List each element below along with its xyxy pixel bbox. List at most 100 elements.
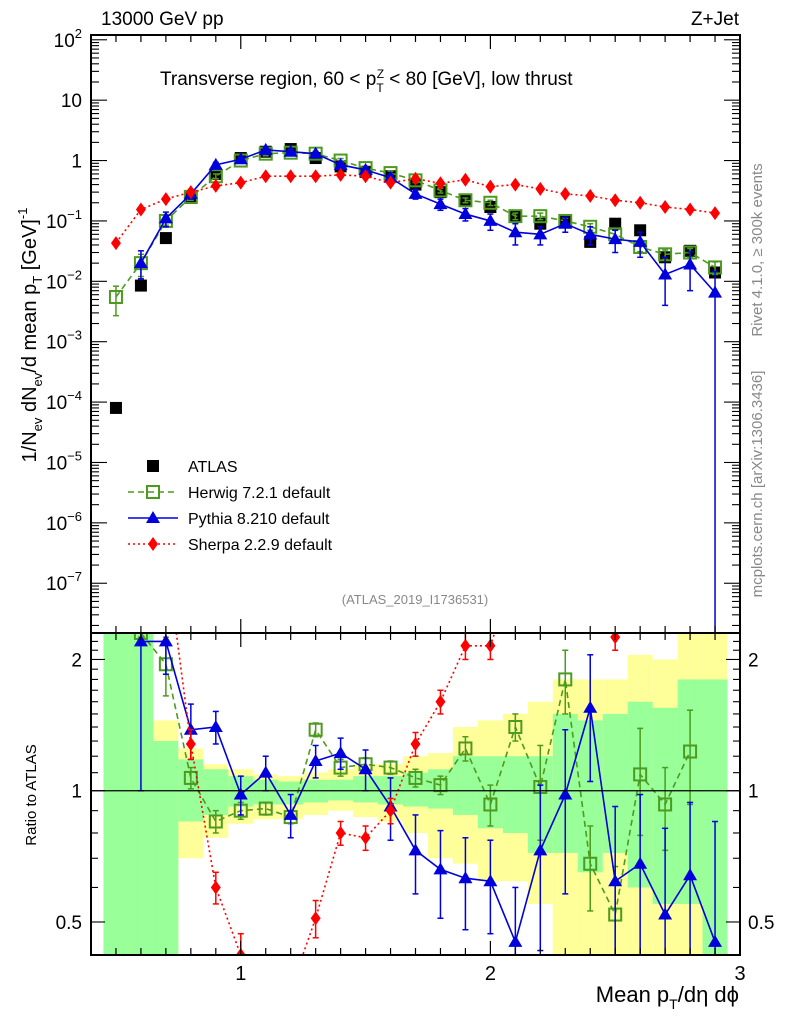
y-tick-label: 10−1: [46, 207, 82, 233]
ratio-point-1: [158, 634, 173, 647]
legend-label: Pythia 8.210 default: [188, 511, 330, 528]
data-point-3: [235, 175, 246, 190]
y-tick-label: 10−3: [46, 328, 82, 354]
ratio-series-2: [161, 521, 621, 955]
data-point-3: [185, 185, 196, 200]
data-point-1: [508, 209, 523, 224]
main-plot-series: [108, 142, 723, 633]
data-point-0: [634, 224, 647, 237]
data-point-2: [283, 144, 298, 157]
ratio-point-1: [208, 720, 223, 733]
data-point-2: [558, 216, 573, 229]
ratio-point-1: [133, 634, 148, 647]
legend: ATLAS Herwig 7.2.1 default Pythia 8.210 de…: [128, 459, 333, 554]
band-green_1sigma-bin: [203, 769, 229, 815]
y-tick-exp: 2: [75, 26, 82, 41]
y-tick-label: 10−4: [46, 388, 82, 414]
data-point-3: [710, 206, 721, 221]
data-point-3: [210, 178, 221, 193]
ratio-point-1: [483, 874, 498, 887]
ratio-point-2: [385, 803, 396, 818]
ratio-point-2: [460, 638, 471, 653]
y-tick-exp: −7: [67, 569, 82, 584]
legend-label: Herwig 7.2.1 default: [188, 485, 331, 502]
ratio-ylabel: Ratio to ATLAS: [23, 744, 40, 845]
data-point-2: [683, 257, 698, 270]
ratio-point-1: [308, 753, 323, 766]
rivet-label: Rivet 4.1.0, ≥ 300k events: [749, 163, 766, 336]
ratio-point-2: [510, 563, 520, 577]
ratio-point-2: [185, 736, 196, 751]
x-tick-label: 2: [485, 963, 496, 985]
y-tick-label: 10−7: [46, 569, 82, 595]
ratio-point-0: [558, 672, 573, 687]
ratio-point-1: [258, 765, 273, 778]
ratio-point-1: [583, 700, 598, 713]
data-point-2: [633, 234, 648, 247]
plot-title: Transverse region, 60 < pTZ < 80 [GeV], …: [160, 67, 573, 95]
ratio-line-0: [140, 633, 691, 918]
ratio-y-tick-label-left: 2: [71, 650, 82, 671]
data-point-0: [134, 279, 147, 292]
data-point-3: [485, 179, 496, 194]
y-tick-exp: −5: [67, 448, 82, 463]
y-tick-label: 1: [71, 152, 82, 173]
ratio-point-0: [258, 801, 273, 816]
data-point-3: [635, 195, 646, 210]
data-point-2: [708, 285, 723, 298]
xlabel: Mean pT/dη dϕ: [596, 982, 739, 1012]
ratio-point-1: [233, 787, 248, 800]
legend-marker: [146, 485, 160, 499]
y-tick-label: 10−5: [46, 448, 82, 474]
band-green_1sigma-bin: [278, 781, 304, 805]
legend-marker: [148, 537, 158, 551]
y-tick-base: 10: [46, 333, 67, 354]
ratio-y-tick-label-left: 1: [71, 782, 82, 803]
data-point-3: [685, 202, 696, 217]
ratio-point-0: [208, 814, 223, 829]
y-tick-base: 10: [46, 453, 67, 474]
y-tick-base: 10: [46, 272, 67, 293]
data-point-0: [484, 201, 497, 214]
y-tick-base: 10: [46, 393, 67, 414]
data-point-3: [335, 167, 346, 182]
data-point-2: [358, 162, 373, 175]
data-point-3: [585, 188, 596, 203]
data-point-2: [333, 157, 348, 170]
data-point-3: [435, 176, 446, 191]
data-point-2: [458, 207, 473, 220]
band-green_1sigma-bin: [153, 741, 179, 955]
ratio-point-1: [608, 874, 623, 887]
ratio-point-0: [633, 767, 648, 782]
y-tick-label: 102: [54, 26, 82, 52]
band-green_1sigma-bin: [328, 779, 354, 801]
data-point-3: [510, 177, 521, 192]
data-point-2: [533, 227, 548, 240]
data-point-3: [310, 169, 321, 184]
y-tick-base: 10: [46, 212, 67, 233]
data-point-2: [583, 227, 598, 240]
ratio-point-1: [633, 856, 648, 869]
data-point-1: [458, 193, 473, 208]
x-tick-label: 3: [734, 963, 745, 985]
data-point-3: [285, 169, 296, 184]
legend-label: ATLAS: [188, 459, 238, 476]
data-point-3: [410, 171, 421, 186]
ratio-line-1: [140, 640, 716, 945]
ratio-point-2: [535, 521, 545, 535]
main-ylabel: 1/Nev dNev/d mean pT [GeV]-1: [15, 208, 45, 463]
plot-title-text: Transverse region, 60 < p: [160, 69, 376, 90]
data-point-3: [360, 169, 371, 184]
data-point-3: [460, 172, 471, 187]
y-tick-base: 10: [46, 514, 67, 535]
ratio-point-1: [183, 722, 198, 735]
plot-title-sub: T: [376, 81, 384, 95]
ratio-point-2: [435, 694, 446, 709]
y-tick-label: 10: [61, 91, 82, 112]
data-point-2: [483, 213, 498, 226]
ratio-plot-series: [133, 521, 723, 955]
ratio-point-1: [283, 807, 298, 820]
ratio-point-2: [161, 546, 171, 560]
y-tick-label: 10−2: [46, 267, 82, 293]
